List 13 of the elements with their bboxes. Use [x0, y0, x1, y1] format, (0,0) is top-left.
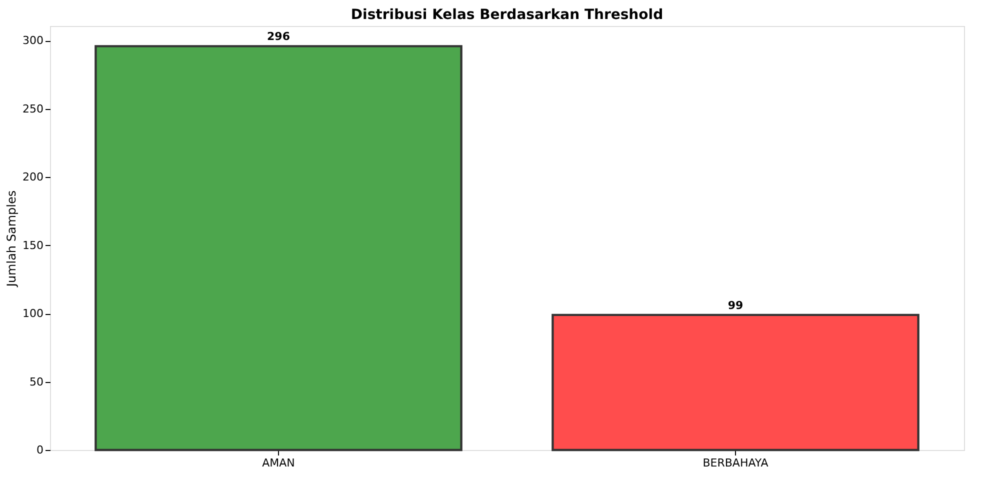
y-tick-label: 150	[22, 238, 44, 252]
y-tick-label: 50	[30, 375, 44, 388]
chart-title: Distribusi Kelas Berdasarkan Threshold	[350, 7, 664, 23]
y-axis-title: Jumlah Samples	[4, 190, 19, 288]
y-tick-label: 300	[22, 34, 44, 48]
data-label: 99	[728, 298, 744, 312]
y-tick-label: 200	[22, 170, 44, 184]
y-tick-label: 250	[22, 102, 44, 116]
x-tick-label: AMAN	[262, 456, 295, 470]
x-tick-label: BERBAHAYA	[702, 456, 769, 470]
y-tick-label: 100	[22, 307, 44, 320]
data-label: 296	[267, 30, 290, 44]
y-tick-label: 0	[36, 444, 44, 456]
